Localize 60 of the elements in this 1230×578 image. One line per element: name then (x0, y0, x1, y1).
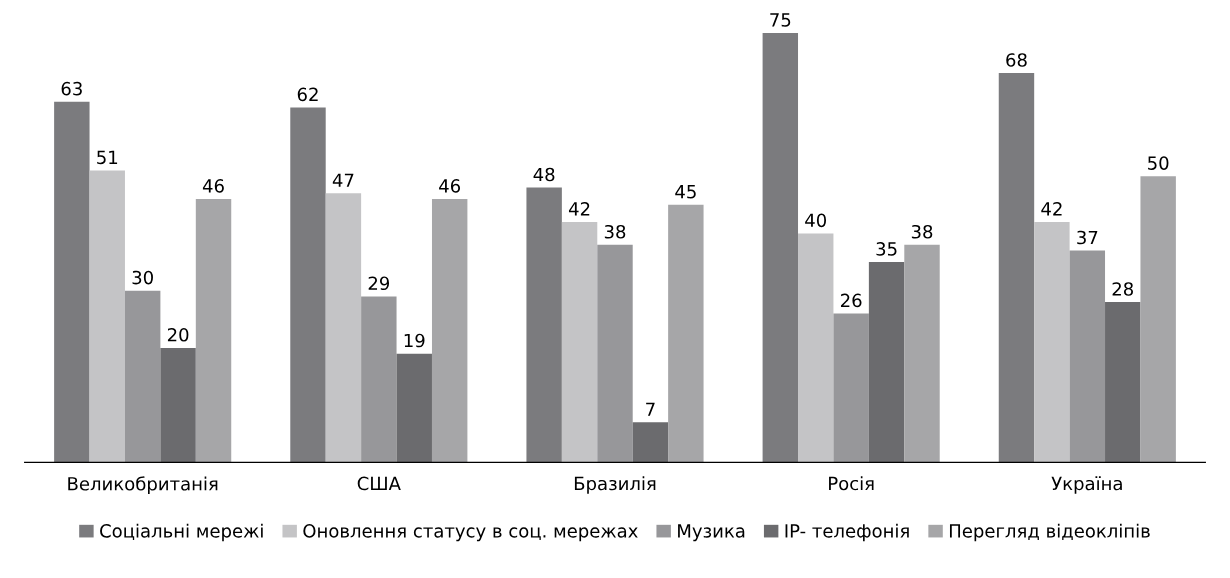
bar (597, 244, 633, 463)
bar (361, 296, 397, 463)
data-label: 35 (876, 242, 897, 256)
bar (124, 290, 161, 463)
legend-label: Соціальні мережі (100, 523, 263, 542)
bar (54, 101, 90, 463)
x-tick-label: Великобританія (68, 476, 218, 495)
bar (762, 33, 799, 463)
data-label: 62 (297, 87, 318, 102)
data-label: 45 (675, 185, 696, 199)
bar (668, 204, 704, 463)
data-label: 68 (1006, 53, 1027, 67)
data-label: 37 (1077, 230, 1098, 245)
bar (833, 313, 869, 463)
bar (1069, 250, 1106, 463)
bar (431, 199, 468, 463)
x-tick-label: Росія (829, 476, 874, 491)
data-label: 7 (646, 402, 655, 416)
data-label: 42 (568, 202, 590, 216)
bar (798, 233, 834, 463)
data-label: 51 (97, 150, 118, 165)
legend-label: Перегляд відеокліпів (949, 523, 1150, 542)
data-label: 42 (1041, 202, 1062, 216)
data-label: 63 (61, 81, 82, 96)
bar (1034, 221, 1070, 463)
bar (290, 107, 326, 463)
data-label: 26 (841, 293, 862, 308)
bar (1105, 302, 1141, 463)
x-tick-label: Бразилія (574, 476, 656, 494)
bar (160, 347, 196, 463)
data-label: 30 (132, 270, 153, 285)
bar (904, 244, 940, 463)
data-label: 46 (439, 179, 461, 193)
data-label: 38 (604, 224, 626, 239)
data-label: 50 (1148, 156, 1169, 170)
data-label: 48 (533, 167, 555, 182)
legend-label: Музика (678, 524, 745, 542)
bar (561, 221, 598, 463)
bar (632, 422, 669, 463)
bar (526, 187, 562, 463)
data-label: 38 (911, 224, 933, 239)
data-label: 28 (1112, 282, 1133, 296)
bar (396, 353, 432, 463)
x-tick-label: Україна (1051, 476, 1122, 494)
data-label: 46 (202, 179, 224, 193)
data-label: 20 (167, 327, 189, 342)
bar (195, 199, 232, 463)
legend-label: IP- телефонія (785, 523, 909, 542)
data-label: 75 (770, 13, 791, 27)
bar (868, 262, 905, 463)
legend-label: Оновлення статусу в соц. мережах (303, 524, 638, 542)
data-label: 19 (404, 333, 425, 348)
x-tick-label: США (357, 476, 401, 491)
data-label: 29 (368, 276, 390, 291)
data-label: 47 (332, 173, 354, 187)
bar (325, 193, 362, 463)
bar (1140, 176, 1176, 463)
bar (89, 170, 125, 463)
bar (998, 73, 1035, 463)
data-label: 40 (805, 213, 827, 228)
